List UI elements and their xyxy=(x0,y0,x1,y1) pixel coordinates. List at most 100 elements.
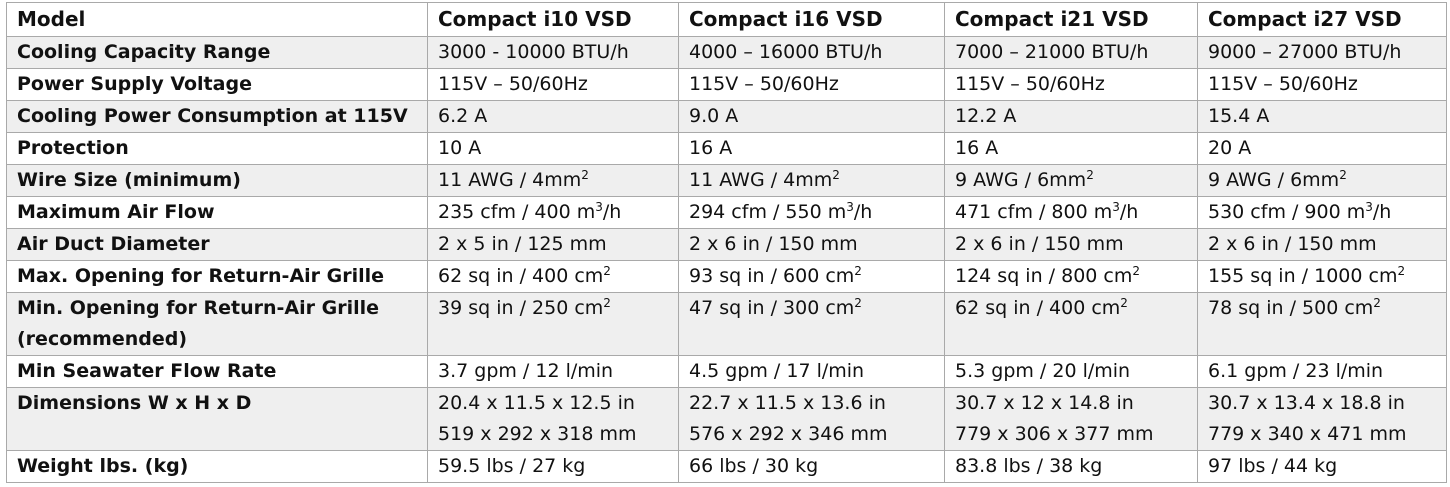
cell-compact-i16: 2 x 6 in / 150 mm xyxy=(678,228,945,261)
row-label-line: Cooling Capacity Range xyxy=(17,41,271,63)
row-label-line: Wire Size (minimum) xyxy=(17,169,241,191)
cell-compact-i10: 3.7 gpm / 12 l/min xyxy=(427,355,679,388)
cell-compact-i21: 30.7 x 12 x 14.8 in 779 x 306 x 377 mm xyxy=(944,387,1198,451)
cell-compact-i16: 11 AWG / 4mm2 xyxy=(678,164,945,197)
cell-value: 9 AWG / 6mm2 xyxy=(1208,168,1347,191)
row-label: Wire Size (minimum) xyxy=(6,164,428,197)
cell-compact-i16: 66 lbs / 30 kg xyxy=(678,450,945,483)
cell-value: 519 x 292 x 318 mm xyxy=(438,423,637,445)
cell-compact-i16: 22.7 x 11.5 x 13.6 in 576 x 292 x 346 mm xyxy=(678,387,945,451)
row-label-line: Power Supply Voltage xyxy=(17,73,252,95)
cell-compact-i21: 2 x 6 in / 150 mm xyxy=(944,228,1198,261)
cell-value: 59.5 lbs / 27 kg xyxy=(438,455,586,477)
cell-value: 78 sq in / 500 cm2 xyxy=(1208,296,1381,319)
cell-value: 15.4 A xyxy=(1208,105,1270,127)
cell-value: 97 lbs / 44 kg xyxy=(1208,455,1338,477)
cell-compact-i27: 9 AWG / 6mm2 xyxy=(1197,164,1447,197)
cell-compact-i21: 9 AWG / 6mm2 xyxy=(944,164,1198,197)
row-label-line: Min Seawater Flow Rate xyxy=(17,360,277,382)
row-label-line: Weight lbs. (kg) xyxy=(17,455,189,477)
cell-compact-i21: 62 sq in / 400 cm2 xyxy=(944,292,1198,356)
cell-value: 115V – 50/60Hz xyxy=(955,73,1105,95)
cell-compact-i21: 83.8 lbs / 38 kg xyxy=(944,450,1198,483)
cell-compact-i27: 20 A xyxy=(1197,132,1447,165)
cell-value: 11 AWG / 4mm2 xyxy=(438,168,589,191)
row-label: Cooling Capacity Range xyxy=(6,36,428,69)
cell-value: 3000 - 10000 BTU/h xyxy=(438,41,629,63)
cell-compact-i10: 20.4 x 11.5 x 12.5 in 519 x 292 x 318 mm xyxy=(427,387,679,451)
row-label: Max. Opening for Return-Air Grille xyxy=(6,260,428,293)
cell-value: 4.5 gpm / 17 l/min xyxy=(689,360,865,382)
table-row-duct-diameter: Air Duct Diameter 2 x 5 in / 125 mm 2 x 6 … xyxy=(6,228,1447,261)
table-row-max-grille: Max. Opening for Return-Air Grille 62 sq … xyxy=(6,260,1447,293)
cell-compact-i27: 78 sq in / 500 cm2 xyxy=(1197,292,1447,356)
cell-value: 2 x 6 in / 150 mm xyxy=(1208,233,1377,255)
cell-value: 2 x 6 in / 150 mm xyxy=(689,233,858,255)
cell-value: 9000 – 27000 BTU/h xyxy=(1208,41,1402,63)
cell-compact-i21: 5.3 gpm / 20 l/min xyxy=(944,355,1198,388)
cell-value: 576 x 292 x 346 mm xyxy=(689,423,888,445)
cell-value: 62 sq in / 400 cm2 xyxy=(955,296,1128,319)
cell-value: 11 AWG / 4mm2 xyxy=(689,168,840,191)
cell-compact-i10: 62 sq in / 400 cm2 xyxy=(427,260,679,293)
cell-compact-i27: 9000 – 27000 BTU/h xyxy=(1197,36,1447,69)
cell-compact-i10: 39 sq in / 250 cm2 xyxy=(427,292,679,356)
row-label-line: Min. Opening for Return-Air Grille xyxy=(17,297,380,319)
table-row-cooling-capacity: Cooling Capacity Range 3000 - 10000 BTU/h… xyxy=(6,36,1447,69)
cell-compact-i21: 124 sq in / 800 cm2 xyxy=(944,260,1198,293)
cell-compact-i10: 235 cfm / 400 m3/h xyxy=(427,196,679,229)
row-label: Min Seawater Flow Rate xyxy=(6,355,428,388)
cell-compact-i16: 4.5 gpm / 17 l/min xyxy=(678,355,945,388)
table-row-weight: Weight lbs. (kg) 59.5 lbs / 27 kg 66 lbs /… xyxy=(6,450,1447,483)
cell-compact-i27: 97 lbs / 44 kg xyxy=(1197,450,1447,483)
cell-compact-i27: 115V – 50/60Hz xyxy=(1197,68,1447,101)
cell-compact-i16: 9.0 A xyxy=(678,100,945,133)
row-label: Min. Opening for Return-Air Grille (recom… xyxy=(6,292,428,356)
spec-table-body: Cooling Capacity Range 3000 - 10000 BTU/h… xyxy=(6,36,1447,483)
cell-value: 16 A xyxy=(689,137,733,159)
header-compact-i16: Compact i16 VSD xyxy=(678,2,945,37)
row-label-line: Dimensions W x H x D xyxy=(17,392,252,414)
table-row-dimensions: Dimensions W x H x D 20.4 x 11.5 x 12.5 i… xyxy=(6,387,1447,451)
row-label-line: Maximum Air Flow xyxy=(17,201,215,223)
table-row-seawater-flow: Min Seawater Flow Rate 3.7 gpm / 12 l/min… xyxy=(6,355,1447,388)
cell-compact-i27: 30.7 x 13.4 x 18.8 in 779 x 340 x 471 mm xyxy=(1197,387,1447,451)
row-label: Maximum Air Flow xyxy=(6,196,428,229)
cell-compact-i21: 12.2 A xyxy=(944,100,1198,133)
cell-value: 4000 – 16000 BTU/h xyxy=(689,41,883,63)
row-label-line: (recommended) xyxy=(17,328,188,350)
cell-value: 235 cfm / 400 m3/h xyxy=(438,200,622,223)
cell-compact-i16: 16 A xyxy=(678,132,945,165)
table-row-air-flow: Maximum Air Flow 235 cfm / 400 m3/h 294 cf… xyxy=(6,196,1447,229)
cell-compact-i16: 93 sq in / 600 cm2 xyxy=(678,260,945,293)
row-label: Weight lbs. (kg) xyxy=(6,450,428,483)
row-label: Air Duct Diameter xyxy=(6,228,428,261)
cell-value: 16 A xyxy=(955,137,999,159)
spec-table-container: Model Compact i10 VSD Compact i16 VSD Co… xyxy=(6,2,1447,483)
cell-value: 66 lbs / 30 kg xyxy=(689,455,819,477)
cell-value: 20.4 x 11.5 x 12.5 in xyxy=(438,392,635,414)
cell-value: 62 sq in / 400 cm2 xyxy=(438,264,611,287)
header-row: Model Compact i10 VSD Compact i16 VSD Co… xyxy=(6,2,1447,37)
cell-value: 124 sq in / 800 cm2 xyxy=(955,264,1141,287)
cell-compact-i27: 530 cfm / 900 m3/h xyxy=(1197,196,1447,229)
cell-compact-i10: 2 x 5 in / 125 mm xyxy=(427,228,679,261)
row-label: Protection xyxy=(6,132,428,165)
cell-compact-i10: 10 A xyxy=(427,132,679,165)
cell-compact-i27: 2 x 6 in / 150 mm xyxy=(1197,228,1447,261)
cell-value: 10 A xyxy=(438,137,482,159)
cell-value: 30.7 x 12 x 14.8 in xyxy=(955,392,1134,414)
cell-value: 530 cfm / 900 m3/h xyxy=(1208,200,1392,223)
cell-value: 471 cfm / 800 m3/h xyxy=(955,200,1139,223)
cell-value: 22.7 x 11.5 x 13.6 in xyxy=(689,392,886,414)
cell-value: 30.7 x 13.4 x 18.8 in xyxy=(1208,392,1405,414)
cell-value: 6.2 A xyxy=(438,105,488,127)
table-row-wire-size: Wire Size (minimum) 11 AWG / 4mm2 11 AWG /… xyxy=(6,164,1447,197)
row-label-line: Max. Opening for Return-Air Grille xyxy=(17,265,385,287)
row-label: Cooling Power Consumption at 115V xyxy=(6,100,428,133)
cell-value: 2 x 6 in / 150 mm xyxy=(955,233,1124,255)
header-model: Model xyxy=(6,2,428,37)
cell-compact-i10: 115V – 50/60Hz xyxy=(427,68,679,101)
cell-value: 115V – 50/60Hz xyxy=(689,73,839,95)
cell-compact-i10: 6.2 A xyxy=(427,100,679,133)
